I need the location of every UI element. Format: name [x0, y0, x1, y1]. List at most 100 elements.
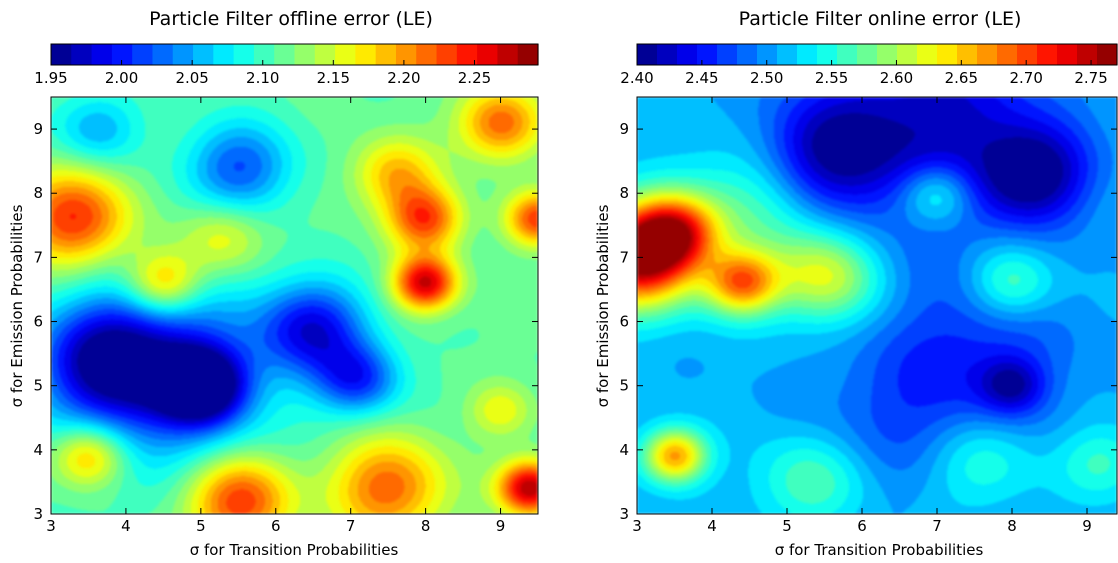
colorbar-segment — [997, 44, 1018, 65]
x-tick-label: 3 — [632, 517, 642, 535]
plot-frame-offline — [50, 96, 539, 515]
colorbar-segment — [233, 44, 255, 65]
colorbar-segment — [193, 44, 214, 65]
colorbar-segment — [71, 44, 93, 65]
colorbar-segment — [253, 44, 275, 65]
x-tick-label: 5 — [196, 517, 206, 535]
colorbar-segment — [314, 44, 336, 65]
colorbar-segment — [517, 44, 539, 65]
colorbar-segment — [977, 44, 998, 65]
colorbar-tick-label: 2.25 — [458, 69, 491, 87]
colorbar-tick-label: 2.50 — [750, 69, 783, 87]
colorbar-segment — [757, 44, 778, 65]
y-tick-label: 3 — [33, 505, 43, 523]
colorbar-segment — [777, 44, 798, 65]
colorbar-tick-label: 2.20 — [387, 69, 420, 87]
x-axis-label-online: σ for Transition Probabilities — [775, 541, 984, 559]
colorbar-segment — [132, 44, 154, 65]
chart-title-online: Particle Filter online error (LE) — [739, 8, 1022, 30]
colorbar-segment — [957, 44, 978, 65]
colorbar-segment — [737, 44, 758, 65]
colorbar-segment — [1037, 44, 1058, 65]
colorbar-segment — [497, 44, 519, 65]
colorbar-segment — [375, 44, 397, 65]
y-tick-label: 5 — [619, 377, 629, 395]
colorbar-segment — [111, 44, 133, 65]
colorbar-segment — [91, 44, 113, 65]
x-axis-ticks-offline: 3 4 5 6 7 8 9 — [46, 97, 505, 535]
colorbar-segment — [637, 44, 658, 65]
y-tick-label: 6 — [619, 313, 629, 331]
y-tick-label: 9 — [33, 120, 43, 138]
colorbar-segment — [436, 44, 458, 65]
colorbar-segment — [1097, 44, 1118, 65]
colorbar-segment — [877, 44, 898, 65]
plot-frame-online — [636, 96, 1118, 515]
x-tick-label: 3 — [46, 517, 56, 535]
x-tick-label: 9 — [1082, 517, 1092, 535]
heatmap-online — [637, 97, 1117, 514]
x-tick-label: 7 — [346, 517, 356, 535]
colorbar-tick-label: 2.55 — [815, 69, 848, 87]
colorbar-segment — [416, 44, 438, 65]
y-axis-ticks-online: 3 4 5 6 7 8 9 — [619, 120, 1117, 523]
colorbar-segment — [335, 44, 356, 65]
colorbar-segment — [937, 44, 958, 65]
colorbar-segment — [477, 44, 499, 65]
colorbar-segment — [717, 44, 738, 65]
colorbar-segment — [274, 44, 296, 65]
colorbar-segment — [395, 44, 417, 65]
x-tick-label: 7 — [932, 517, 942, 535]
y-tick-label: 7 — [33, 248, 43, 266]
colorbar-frame — [636, 43, 1118, 66]
y-tick-label: 8 — [619, 184, 629, 202]
x-tick-label: 8 — [1007, 517, 1017, 535]
colorbar-tick-label: 2.10 — [246, 69, 279, 87]
y-axis-label-offline: σ for Emission Probabilities — [8, 204, 26, 407]
colorbar-ticks-online: 2.40 2.45 2.50 2.55 2.60 2.65 2.70 2.75 — [620, 60, 1108, 87]
colorbar-segment — [456, 44, 478, 65]
y-tick-label: 5 — [33, 377, 43, 395]
y-tick-label: 8 — [33, 184, 43, 202]
colorbar-segment — [152, 44, 174, 65]
colorbar-ticks-offline: 1.95 2.00 2.05 2.10 2.15 2.20 2.25 — [34, 60, 491, 87]
colorbar-segment — [51, 44, 72, 65]
x-tick-label: 9 — [496, 517, 506, 535]
colorbar-segment — [657, 44, 678, 65]
y-tick-label: 9 — [619, 120, 629, 138]
x-tick-label: 8 — [421, 517, 431, 535]
colorbar-tick-label: 2.45 — [685, 69, 718, 87]
colorbar-segment — [294, 44, 316, 65]
y-tick-label: 7 — [619, 248, 629, 266]
colorbar-segment — [817, 44, 838, 65]
colorbar-segment — [677, 44, 698, 65]
x-axis-label-offline: σ for Transition Probabilities — [190, 541, 399, 559]
colorbar-segment — [897, 44, 918, 65]
colorbar-tick-label: 2.75 — [1074, 69, 1107, 87]
colorbar-segment — [697, 44, 718, 65]
colorbar-tick-label: 2.15 — [317, 69, 350, 87]
x-tick-label: 4 — [707, 517, 717, 535]
y-axis-label-online: σ for Emission Probabilities — [594, 204, 612, 407]
colorbar-segment — [857, 44, 878, 65]
colorbar-tick-label: 2.40 — [620, 69, 653, 87]
colorbar-tick-label: 2.60 — [880, 69, 913, 87]
y-tick-label: 4 — [33, 441, 43, 459]
colorbar-tick-label: 2.65 — [945, 69, 978, 87]
colorbar-segment — [837, 44, 858, 65]
y-axis-ticks-offline: 3 4 5 6 7 8 9 — [33, 120, 538, 523]
x-tick-label: 6 — [271, 517, 281, 535]
colorbar-segment — [1017, 44, 1038, 65]
colorbar-tick-label: 2.00 — [105, 69, 138, 87]
y-tick-label: 3 — [619, 505, 629, 523]
heatmap-offline — [51, 97, 538, 514]
colorbar-segment — [355, 44, 377, 65]
colorbar-frame — [50, 43, 539, 66]
colorbar-segment — [1057, 44, 1078, 65]
colorbar-segment — [1077, 44, 1098, 65]
colorbar-tick-label: 1.95 — [34, 69, 67, 87]
colorbar-segment — [172, 44, 194, 65]
y-tick-label: 6 — [33, 313, 43, 331]
x-tick-label: 6 — [857, 517, 867, 535]
